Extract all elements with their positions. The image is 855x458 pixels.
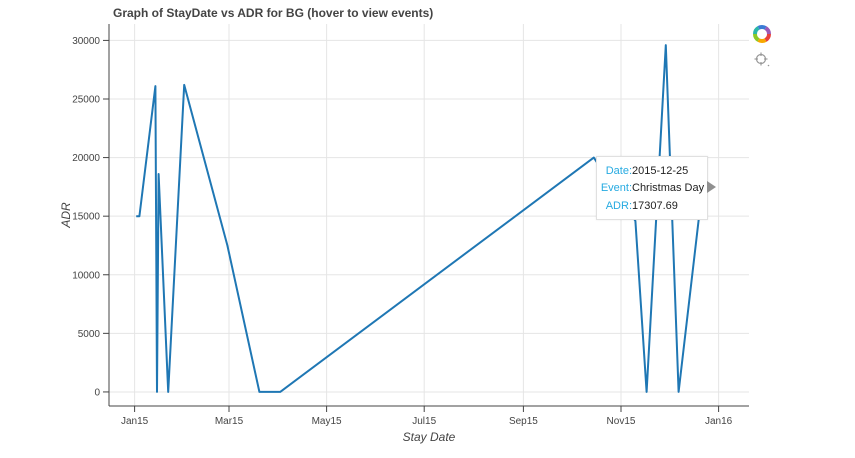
series-line[interactable] <box>136 44 711 393</box>
tooltip-date-value: 2015-12-25 <box>632 165 689 177</box>
tooltip-event-row: Event:Christmas Day <box>597 182 704 194</box>
ticks: Jan15 Mar15 May15 Jul15 Sep15 Nov15 Jan16 0 5000… <box>72 36 732 427</box>
y-tick-label: 25000 <box>72 94 100 105</box>
x-tick-label: Nov15 <box>607 416 636 427</box>
tooltip-adr-row: ADR:17307.69 <box>597 200 678 212</box>
y-tick-label: 15000 <box>72 212 100 223</box>
series-layer[interactable] <box>136 44 711 393</box>
chart-title: Graph of StayDate vs ADR for BG (hover t… <box>113 6 434 20</box>
tooltip-pointer <box>707 181 716 193</box>
x-tick-label: Sep15 <box>509 416 538 427</box>
x-axis-label: Stay Date <box>403 430 456 444</box>
x-tick-label: Jul15 <box>412 416 436 427</box>
toolbar <box>752 24 776 76</box>
tooltip-adr-key: ADR: <box>605 200 632 212</box>
axes <box>108 24 749 407</box>
tooltip-event-value: Christmas Day <box>632 182 705 194</box>
y-tick-label: 10000 <box>72 270 100 281</box>
x-tick-label: Jan15 <box>121 416 149 427</box>
tooltip-adr-value: 17307.69 <box>632 200 678 212</box>
x-tick-label: Jan16 <box>705 416 733 427</box>
tooltip-date-key: Date: <box>605 165 632 177</box>
y-tick-label: 5000 <box>78 329 101 340</box>
tooltip-event-key: Event: <box>600 182 632 194</box>
x-tick-label: May15 <box>312 416 342 427</box>
bokeh-logo-icon[interactable] <box>752 24 772 44</box>
x-tick-label: Mar15 <box>215 416 244 427</box>
y-axis-label: ADR <box>59 202 73 229</box>
y-tick-label: 30000 <box>72 36 100 47</box>
hover-tooltip: Date:2015-12-25 Event:Christmas Day ADR:… <box>596 156 716 220</box>
crosshair-hover-icon[interactable] <box>752 50 772 70</box>
y-tick-label: 0 <box>94 387 100 398</box>
y-tick-label: 20000 <box>72 153 100 164</box>
tooltip-date-row: Date:2015-12-25 <box>597 165 689 177</box>
